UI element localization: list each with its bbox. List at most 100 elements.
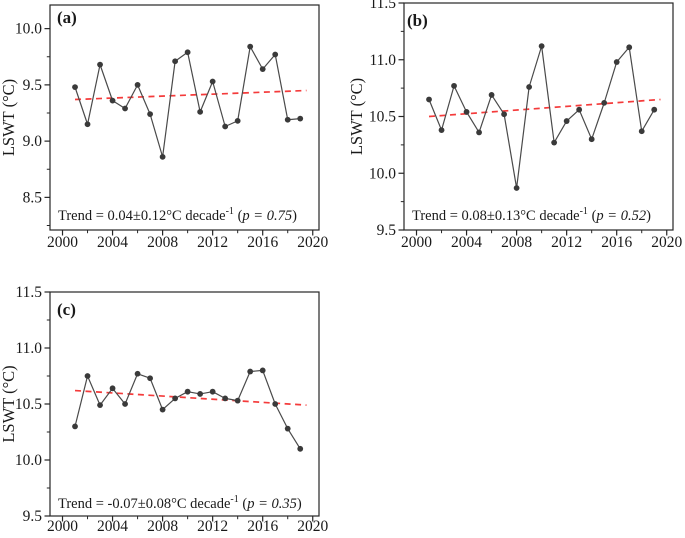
x-tick-label: 2004 bbox=[97, 234, 128, 251]
data-point bbox=[197, 391, 204, 397]
y-tick-label: 9.0 bbox=[23, 133, 43, 150]
panel-c: 2000 2004 2008 2012 2016 2020 9.5 10.0 10.5 11.0 1… bbox=[0, 269, 342, 538]
plot-frame bbox=[49, 4, 320, 231]
data-point bbox=[184, 49, 191, 56]
data-point bbox=[551, 139, 558, 146]
data-point bbox=[259, 66, 266, 73]
data-series bbox=[72, 367, 304, 452]
y-tick-label: 11.0 bbox=[369, 52, 396, 69]
y-axis: 9.5 10.0 10.5 11.0 11.5 bbox=[15, 284, 50, 525]
data-point bbox=[284, 425, 291, 432]
y-tick-label: 10.0 bbox=[15, 452, 42, 469]
data-point bbox=[122, 401, 128, 407]
y-tick-label: 10.5 bbox=[15, 396, 42, 413]
trend-annotation: Trend = 0.04±0.12°C decade-1 (p = 0.75) bbox=[58, 206, 297, 224]
data-point bbox=[438, 127, 445, 134]
data-point bbox=[259, 367, 266, 374]
x-axis: 2000 2004 2008 2012 2016 2020 bbox=[47, 516, 328, 535]
x-tick-label: 2008 bbox=[147, 234, 178, 251]
x-tick-label: 2008 bbox=[147, 518, 178, 535]
trend-line bbox=[74, 89, 307, 101]
data-point bbox=[563, 118, 570, 124]
x-tick-label: 2004 bbox=[451, 234, 482, 251]
data-point bbox=[147, 111, 153, 118]
data-point bbox=[234, 397, 241, 404]
y-axis: 8.5 9.0 9.5 10.0 bbox=[15, 21, 50, 226]
data-point bbox=[513, 185, 520, 191]
data-point bbox=[234, 117, 241, 124]
panel-b: 2000 2004 2008 2012 2016 2020 9.5 10.0 10.5 11.0 1… bbox=[342, 0, 685, 269]
data-point bbox=[159, 153, 166, 160]
data-point bbox=[426, 96, 432, 103]
data-point bbox=[159, 406, 166, 413]
data-point bbox=[172, 395, 179, 402]
panel-a-chart: 2000 2004 2008 2012 2016 2020 8.5 9.0 9.5 10.0 LSW… bbox=[0, 4, 328, 251]
data-point bbox=[451, 82, 457, 89]
data-point bbox=[613, 59, 620, 65]
y-tick-label: 8.5 bbox=[23, 189, 43, 206]
data-point bbox=[222, 123, 229, 130]
data-point bbox=[84, 121, 91, 128]
data-point bbox=[147, 375, 153, 382]
trend-annotation: Trend = 0.08±0.13°C decade-1 (p = 0.52) bbox=[412, 206, 651, 224]
series-line bbox=[74, 46, 301, 158]
y-axis-title: LSWT (°C) bbox=[0, 79, 18, 156]
y-tick-label: 9.5 bbox=[377, 222, 397, 239]
panel-b-chart: 2000 2004 2008 2012 2016 2020 9.5 10.0 10.5 11.0 1… bbox=[347, 0, 682, 251]
data-point bbox=[284, 116, 291, 123]
data-point bbox=[463, 109, 470, 115]
data-point bbox=[122, 105, 128, 112]
x-tick-label: 2012 bbox=[197, 518, 228, 535]
y-tick-label: 11.0 bbox=[15, 340, 42, 357]
data-point bbox=[538, 43, 545, 50]
y-tick-label: 11.5 bbox=[369, 0, 396, 12]
data-point bbox=[209, 388, 216, 395]
data-point bbox=[247, 43, 254, 50]
data-point bbox=[297, 115, 304, 122]
x-tick-label: 2020 bbox=[297, 234, 328, 251]
x-tick-label: 2016 bbox=[247, 518, 278, 535]
data-point bbox=[222, 395, 229, 402]
panel-letter: (a) bbox=[57, 8, 77, 27]
data-series bbox=[426, 43, 658, 191]
panel-a: 2000 2004 2008 2012 2016 2020 8.5 9.0 9.5 10.0 LSW… bbox=[0, 0, 342, 269]
series-line bbox=[428, 45, 655, 189]
panel-letter: (c) bbox=[57, 300, 76, 319]
y-tick-label: 9.5 bbox=[23, 508, 43, 525]
plot-frame bbox=[403, 2, 674, 231]
y-axis: 9.5 10.0 10.5 11.0 11.5 bbox=[369, 0, 404, 239]
y-tick-label: 10.5 bbox=[369, 109, 396, 126]
data-point bbox=[84, 373, 91, 379]
panel-letter: (b) bbox=[407, 11, 428, 30]
x-tick-label: 2000 bbox=[401, 234, 432, 251]
data-point bbox=[109, 97, 116, 104]
data-point bbox=[488, 92, 495, 98]
panel-c-chart: 2000 2004 2008 2012 2016 2020 9.5 10.0 10.5 11.0 1… bbox=[0, 284, 328, 535]
y-tick-label: 11.5 bbox=[15, 284, 42, 301]
data-point bbox=[651, 106, 658, 113]
data-point bbox=[172, 58, 179, 65]
data-point bbox=[501, 111, 507, 118]
x-axis: 2000 2004 2008 2012 2016 2020 bbox=[47, 230, 328, 251]
data-point bbox=[272, 51, 279, 58]
y-tick-label: 9.5 bbox=[23, 77, 43, 94]
data-point bbox=[134, 370, 141, 377]
trend-annotation: Trend = -0.07±0.08°C decade-1 (p = 0.35) bbox=[58, 494, 302, 512]
x-tick-label: 2012 bbox=[551, 234, 582, 251]
y-axis-title: LSWT (°C) bbox=[0, 365, 18, 442]
data-series bbox=[72, 43, 304, 160]
data-point bbox=[272, 401, 279, 407]
x-tick-label: 2000 bbox=[47, 518, 78, 535]
y-tick-label: 10.0 bbox=[369, 165, 396, 182]
x-axis: 2000 2004 2008 2012 2016 2020 bbox=[401, 230, 682, 251]
x-tick-label: 2000 bbox=[47, 234, 78, 251]
y-tick-label: 10.0 bbox=[15, 21, 42, 38]
data-point bbox=[72, 423, 78, 430]
x-tick-label: 2020 bbox=[651, 234, 682, 251]
data-point bbox=[476, 129, 482, 136]
x-tick-label: 2016 bbox=[247, 234, 278, 251]
trend-line bbox=[74, 389, 307, 406]
data-point bbox=[588, 136, 595, 143]
data-point bbox=[197, 108, 204, 115]
data-point bbox=[576, 106, 583, 113]
